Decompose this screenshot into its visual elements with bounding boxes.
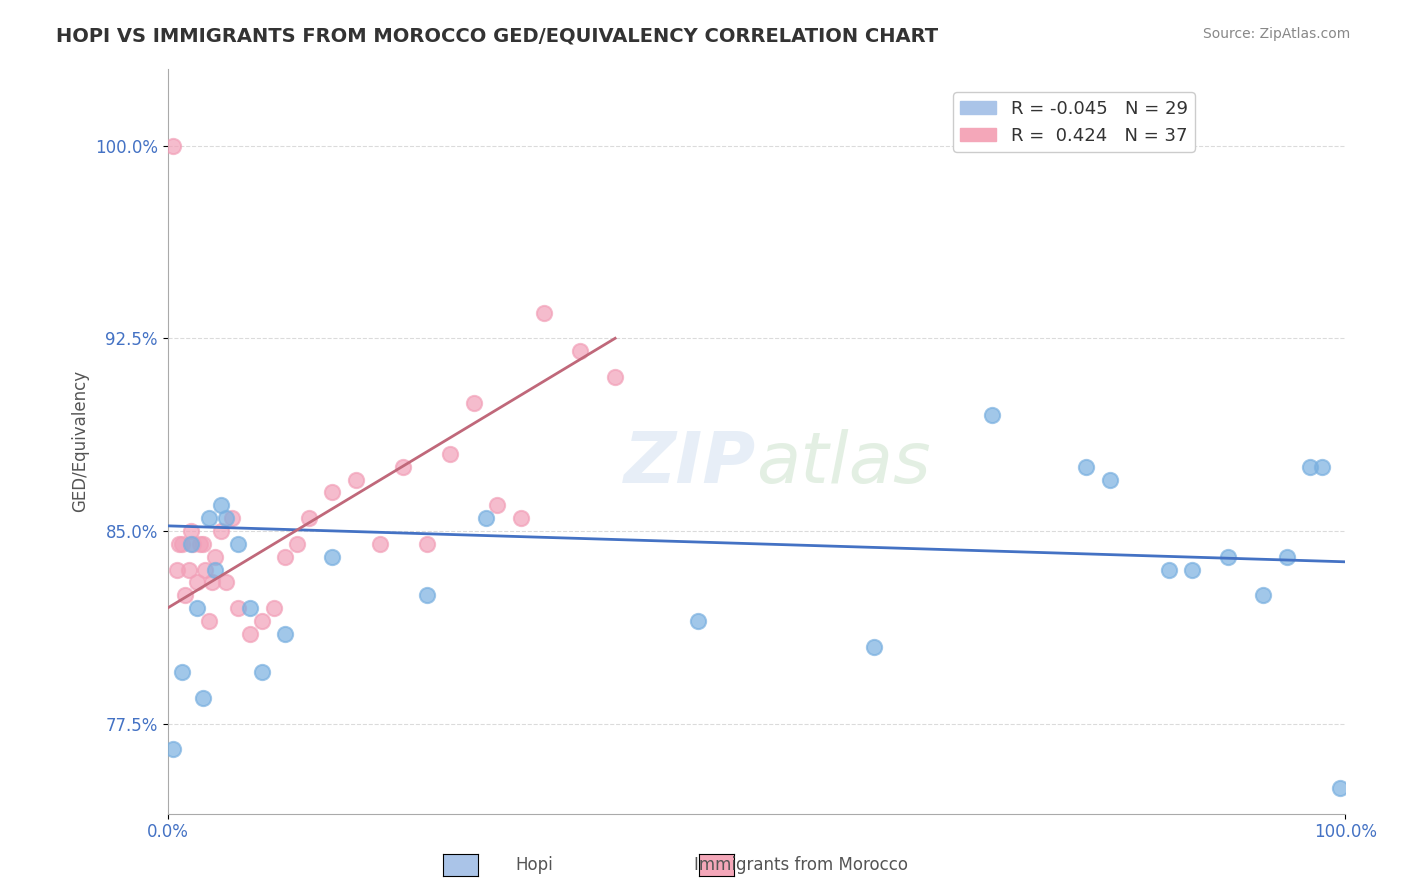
Point	[162, 138, 184, 153]
Point	[415, 537, 437, 551]
Point	[215, 575, 238, 590]
Point	[1181, 562, 1204, 576]
Point	[197, 511, 219, 525]
Legend: R = -0.045   N = 29, R =  0.424   N = 37: R = -0.045 N = 29, R = 0.424 N = 37	[953, 93, 1195, 152]
Point	[239, 626, 262, 640]
Text: atlas: atlas	[756, 429, 931, 498]
Point	[201, 575, 224, 590]
Point	[209, 498, 232, 512]
Point	[169, 537, 191, 551]
Point	[204, 549, 226, 564]
Point	[186, 601, 208, 615]
Point	[239, 601, 262, 615]
Point	[981, 409, 1004, 423]
Point	[191, 537, 214, 551]
Point	[215, 511, 238, 525]
Point	[1329, 780, 1351, 795]
Point	[1251, 588, 1274, 602]
Point	[321, 549, 343, 564]
Point	[368, 537, 391, 551]
Point	[568, 344, 591, 359]
Point	[298, 511, 321, 525]
Point	[439, 447, 461, 461]
Point	[190, 537, 212, 551]
Point	[183, 537, 205, 551]
Point	[1275, 549, 1298, 564]
Point	[177, 562, 200, 576]
Point	[1299, 459, 1322, 474]
Point	[486, 498, 509, 512]
Point	[509, 511, 531, 525]
Point	[170, 537, 193, 551]
Point	[174, 588, 197, 602]
Text: Source: ZipAtlas.com: Source: ZipAtlas.com	[1202, 27, 1350, 41]
Point	[533, 305, 555, 319]
Point	[204, 562, 226, 576]
Point	[162, 742, 184, 756]
Point	[605, 369, 627, 384]
Point	[463, 395, 485, 409]
Point	[1310, 459, 1333, 474]
Point	[194, 562, 217, 576]
Text: Immigrants from Morocco: Immigrants from Morocco	[695, 856, 908, 874]
Point	[180, 537, 202, 551]
Y-axis label: GED/Equivalency: GED/Equivalency	[72, 370, 89, 512]
Point	[209, 524, 232, 538]
Point	[263, 601, 285, 615]
Point	[686, 614, 709, 628]
Point	[226, 601, 249, 615]
Point	[392, 459, 415, 474]
Point	[285, 537, 308, 551]
Point	[1157, 562, 1180, 576]
Text: ZIP: ZIP	[624, 429, 756, 498]
Point	[170, 665, 193, 680]
Point	[1098, 473, 1121, 487]
Point	[274, 626, 297, 640]
Point	[415, 588, 437, 602]
Text: HOPI VS IMMIGRANTS FROM MOROCCO GED/EQUIVALENCY CORRELATION CHART: HOPI VS IMMIGRANTS FROM MOROCCO GED/EQUI…	[56, 27, 938, 45]
Text: Hopi: Hopi	[516, 856, 553, 874]
Point	[474, 511, 496, 525]
Point	[197, 614, 219, 628]
Point	[250, 614, 273, 628]
Point	[274, 549, 297, 564]
Point	[344, 473, 367, 487]
Point	[250, 665, 273, 680]
Point	[221, 511, 243, 525]
Point	[166, 562, 188, 576]
Point	[186, 575, 208, 590]
Point	[226, 537, 249, 551]
Point	[863, 640, 886, 654]
Point	[191, 690, 214, 705]
Point	[321, 485, 343, 500]
Point	[1076, 459, 1098, 474]
Point	[180, 524, 202, 538]
Point	[1216, 549, 1239, 564]
